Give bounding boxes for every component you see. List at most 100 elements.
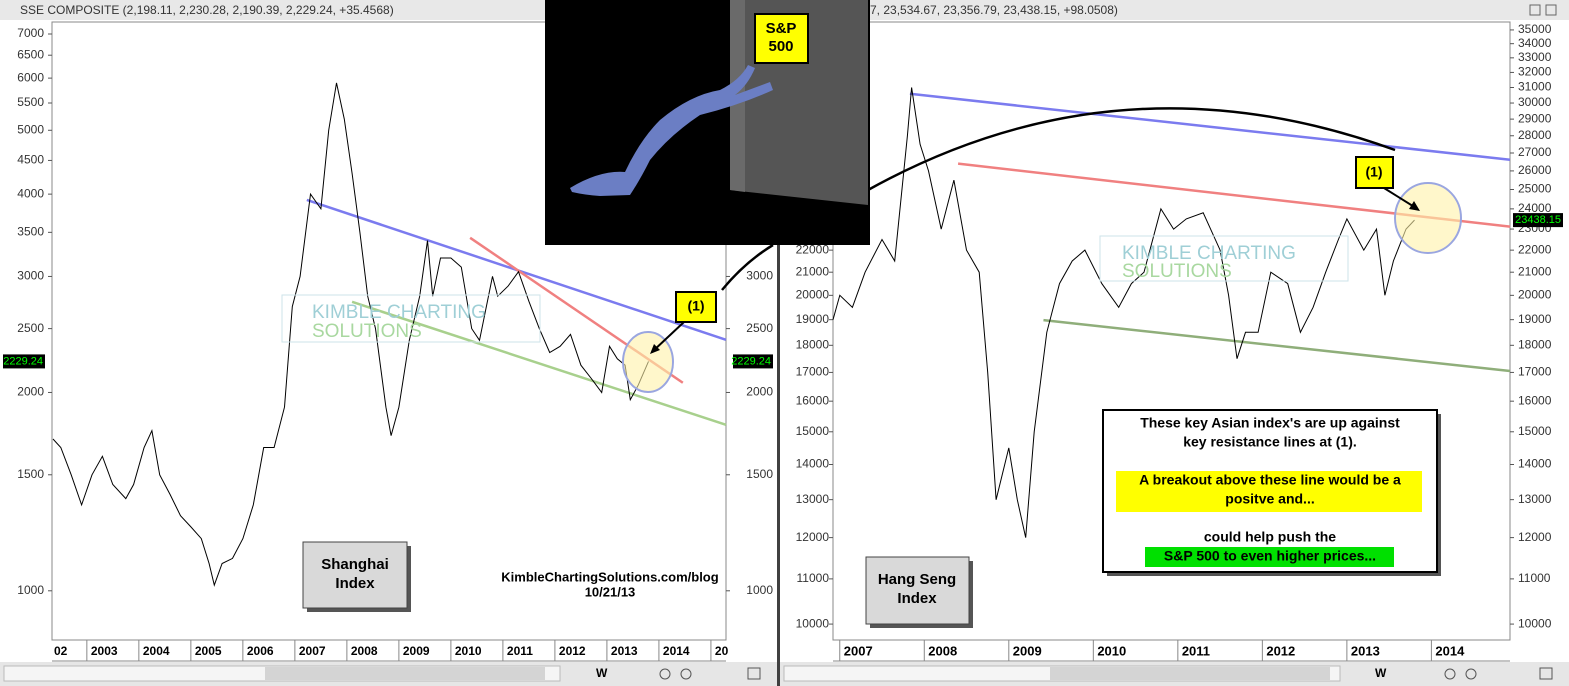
y-tick-label: 2500 xyxy=(17,321,44,335)
highlight xyxy=(1145,547,1394,567)
y-tick-label: 10000 xyxy=(1518,616,1552,630)
y-tick-label: 26000 xyxy=(1518,163,1552,177)
y-tick-label: 19000 xyxy=(1518,312,1552,326)
window-button[interactable] xyxy=(1529,4,1541,16)
highlight-circle xyxy=(1394,182,1462,254)
scroll-thumb[interactable] xyxy=(265,667,545,680)
y-tick-label: 3000 xyxy=(746,269,773,283)
y-tick-label: 16000 xyxy=(1518,393,1552,407)
y-tick-label: 14000 xyxy=(796,457,830,471)
label-box xyxy=(302,541,408,609)
zoom-in[interactable] xyxy=(680,668,692,680)
x-tick-label: 2007 xyxy=(299,644,326,658)
y-tick-label: 6000 xyxy=(17,70,44,84)
x-tick-label: 2010 xyxy=(455,644,482,658)
y-tick-label: 21000 xyxy=(796,264,830,278)
price-line xyxy=(52,82,649,587)
x-tick-label: 2009 xyxy=(1013,643,1042,658)
zoom-in[interactable] xyxy=(1465,668,1477,680)
x-tick-label: 2014 xyxy=(1435,643,1465,658)
y-tick-label: 22000 xyxy=(1518,242,1552,256)
arrow-head xyxy=(650,344,660,354)
y-tick-label: 5000 xyxy=(17,122,44,136)
toolbar-button[interactable]: W xyxy=(1375,666,1387,680)
menu-button[interactable] xyxy=(1539,667,1553,680)
x-tick-label: 2006 xyxy=(247,644,274,658)
arrow xyxy=(867,107,1396,192)
y-tick-label: 18000 xyxy=(796,337,830,351)
note-line: These key Asian index's are up against xyxy=(1140,415,1400,431)
x-tick-label: 2012 xyxy=(559,644,586,658)
last-value-tag xyxy=(3,354,45,369)
y-tick-label: 3500 xyxy=(17,225,44,239)
image-label: S&P xyxy=(766,20,797,37)
y-tick-label: 35000 xyxy=(1518,22,1552,36)
watermark: SOLUTIONS xyxy=(1122,261,1232,282)
image-label-box xyxy=(754,13,809,64)
note-line: A breakout above these line would be a xyxy=(1139,472,1401,488)
x-tick-label: 2005 xyxy=(195,644,222,658)
y-tick-label: 6500 xyxy=(17,47,44,61)
x-tick-label: 2014 xyxy=(663,644,690,658)
y-tick-label: 5500 xyxy=(17,95,44,109)
x-tick-label: 2003 xyxy=(91,644,118,658)
x-tick-label: 2012 xyxy=(1266,643,1295,658)
y-tick-label: 2000 xyxy=(17,385,44,399)
menu-button[interactable] xyxy=(747,667,761,680)
y-tick-label: 7000 xyxy=(17,26,44,40)
watermark: KIMBLE CHARTING xyxy=(312,302,486,323)
x-tick-label: 2011 xyxy=(507,644,533,658)
y-tick-label: 30000 xyxy=(1518,95,1552,109)
toolbar-button[interactable]: W xyxy=(596,666,608,680)
watermark: SOLUTIONS xyxy=(312,321,422,342)
label: Index xyxy=(897,590,937,607)
y-tick-label: 1000 xyxy=(746,583,773,597)
y-tick-label: 28000 xyxy=(1518,128,1552,142)
chart-header: 7, 23,534.67, 23,356.79, 23,438.15, +98.… xyxy=(870,3,1118,17)
x-tick-label: 2008 xyxy=(351,644,378,658)
trendline xyxy=(1043,318,1511,373)
x-tick-label: 20 xyxy=(715,644,729,658)
y-tick-label: 4000 xyxy=(17,186,44,200)
y-tick-label: 31000 xyxy=(1518,80,1552,94)
arrow xyxy=(1383,187,1417,209)
note-line: positve and... xyxy=(1225,491,1314,507)
zoom-out[interactable] xyxy=(1444,668,1456,680)
y-tick-label: 2000 xyxy=(746,385,773,399)
last-value-label: 23438.15 xyxy=(1515,214,1561,226)
last-value-tag xyxy=(1513,213,1563,228)
y-tick-label: 1500 xyxy=(746,467,773,481)
last-value-label: 2229.24 xyxy=(3,355,43,367)
y-tick-label: 1500 xyxy=(17,467,44,481)
watermark-frame xyxy=(281,294,541,343)
zoom-out[interactable] xyxy=(659,668,671,680)
y-tick-label: 18000 xyxy=(1518,337,1552,351)
chart-header: SSE COMPOSITE (2,198.11, 2,230.28, 2,190… xyxy=(20,3,394,17)
arrow xyxy=(651,321,685,353)
arrow-head xyxy=(1409,201,1420,211)
y-tick-label: 17000 xyxy=(1518,365,1552,379)
x-tick-label: 2011 xyxy=(1182,643,1210,658)
figure xyxy=(570,65,773,196)
note-line: S&P 500 to even higher prices... xyxy=(1164,548,1376,564)
label: Hang Seng xyxy=(878,571,956,588)
x-tick-label: 2013 xyxy=(611,644,638,658)
x-tick-label: 2013 xyxy=(1351,643,1380,658)
source: KimbleChartingSolutions.com/blog xyxy=(501,569,718,584)
scroll-thumb[interactable] xyxy=(1050,667,1330,680)
y-tick-label: 34000 xyxy=(1518,36,1552,50)
label: Index xyxy=(335,575,375,592)
arrow xyxy=(721,243,774,291)
x-tick-label: 2009 xyxy=(403,644,430,658)
last-value-label: 2229.24 xyxy=(731,355,771,367)
callout-box xyxy=(1355,156,1394,189)
window-button[interactable] xyxy=(1545,4,1557,16)
y-tick-label: 14000 xyxy=(1518,457,1552,471)
y-tick-label: 13000 xyxy=(796,492,830,506)
y-tick-label: 11000 xyxy=(1518,571,1551,585)
y-tick-label: 21000 xyxy=(1518,264,1552,278)
y-tick-label: 27000 xyxy=(1518,145,1552,159)
last-value-tag xyxy=(733,354,773,369)
